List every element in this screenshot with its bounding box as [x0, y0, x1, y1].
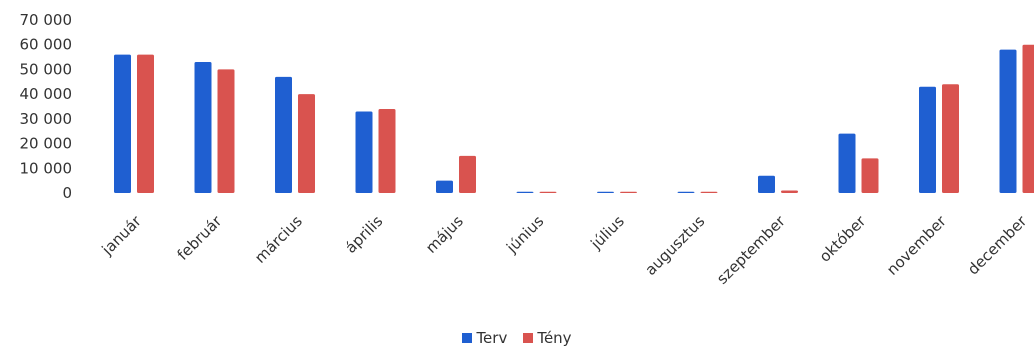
bar-terv [194, 62, 212, 194]
x-tick-label: március [251, 212, 306, 267]
bar-teny [217, 69, 235, 193]
bar-teny [378, 108, 396, 193]
bar-terv [114, 54, 131, 193]
x-axis: január február március április május június jú… [98, 212, 1031, 288]
legend-item-teny: Tény [523, 329, 572, 347]
y-axis: 0 10 000 20 000 30 000 40 000 50 000 60 000 70 … [20, 11, 73, 202]
bar-terv [838, 133, 856, 193]
bar-terv [999, 49, 1017, 194]
legend-label-terv: Terv [476, 329, 508, 347]
bar-teny [620, 191, 637, 193]
bar-terv [355, 111, 373, 193]
bar-teny [861, 158, 879, 193]
bar-terv [516, 191, 534, 193]
x-tick-label: április [342, 212, 387, 257]
bar-terv [275, 76, 292, 193]
bar-chart: 0 10 000 20 000 30 000 40 000 50 000 60 000 70 … [20, 11, 1034, 288]
legend: Terv Tény [0, 329, 1034, 347]
x-tick-label: szeptember [713, 212, 789, 288]
x-tick-label: július [587, 212, 628, 253]
legend-label-teny: Tény [537, 329, 572, 347]
bar-teny [137, 54, 154, 193]
bar-terv [758, 175, 775, 193]
x-tick-label: február [174, 212, 226, 264]
bar-terv [919, 86, 936, 193]
bar-teny [539, 191, 557, 193]
bar-terv [597, 191, 614, 193]
bar-teny [459, 155, 476, 193]
y-tick-label: 10 000 [20, 159, 73, 177]
bar-teny [298, 94, 315, 193]
x-tick-label: december [964, 212, 1031, 279]
x-tick-label: augusztus [641, 212, 708, 279]
y-tick-label: 70 000 [20, 11, 73, 29]
bar-teny [781, 190, 798, 193]
y-tick-label: 50 000 [20, 60, 73, 78]
x-tick-label: június [502, 212, 547, 257]
bar-terv [677, 191, 695, 193]
bar-teny [942, 84, 959, 193]
legend-swatch-terv [462, 333, 473, 343]
x-tick-label: január [98, 212, 146, 260]
legend-item-terv: Terv [462, 329, 507, 347]
bars [114, 44, 1034, 194]
y-tick-label: 0 [62, 184, 72, 202]
bar-teny [700, 191, 718, 193]
bar-teny [1022, 44, 1034, 193]
x-tick-label: május [422, 212, 467, 257]
y-tick-label: 30 000 [20, 110, 73, 128]
legend-swatch-teny [523, 333, 534, 343]
y-tick-label: 40 000 [20, 85, 73, 103]
bar-terv [436, 180, 453, 193]
x-tick-label: október [816, 212, 870, 266]
y-tick-label: 20 000 [20, 135, 73, 153]
x-tick-label: november [883, 212, 950, 279]
y-tick-label: 60 000 [20, 36, 73, 54]
